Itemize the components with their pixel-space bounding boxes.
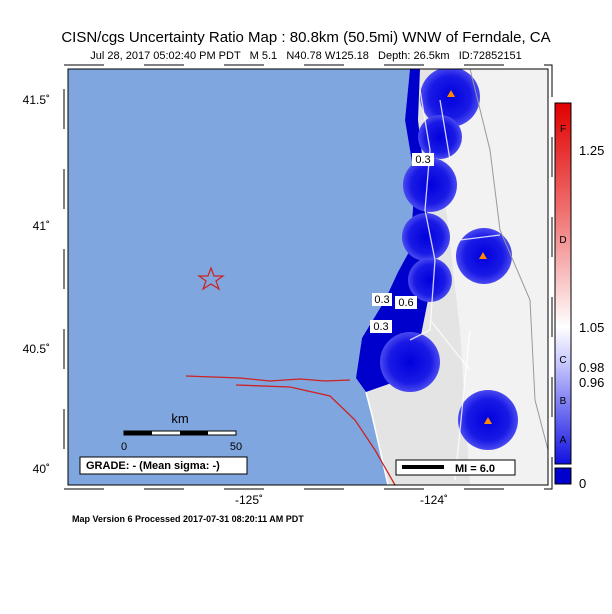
grade-box — [79, 456, 248, 475]
contour-label: 0.6 — [398, 297, 413, 309]
lon-label: -125˚ — [235, 493, 263, 507]
lon-label: -124˚ — [420, 493, 448, 507]
fault — [185, 375, 351, 382]
cbar-letter: A — [560, 435, 567, 446]
mi-box — [395, 459, 516, 476]
blob — [402, 213, 450, 261]
scale-bar — [123, 430, 237, 436]
cbar-letter: D — [559, 235, 566, 246]
label-box — [370, 320, 392, 333]
cbar-value: 0.96 — [579, 375, 604, 390]
contour-label: 0.3 — [373, 321, 388, 333]
blob — [408, 258, 452, 302]
station — [484, 417, 492, 424]
frame — [63, 64, 553, 490]
cbar-value: 1.05 — [579, 320, 604, 335]
contours — [409, 89, 501, 481]
subtitle: Jul 28, 2017 05:02:40 PM PDT M 5.1 N40.7… — [90, 50, 522, 62]
colorbar — [554, 102, 572, 485]
scale-start: 0 — [121, 441, 127, 453]
longitude-labels: -125˚ -124˚ — [235, 493, 448, 507]
lat-label: 40.5˚ — [23, 342, 50, 356]
contour-labels: 0.3 0.3 0.6 0.3 — [370, 153, 434, 333]
lat-label: 41˚ — [33, 219, 50, 233]
scale-end: 50 — [230, 441, 242, 453]
low-ratio-band — [356, 69, 430, 392]
cbar-letter: F — [560, 124, 566, 135]
cbar-letter: C — [559, 355, 566, 366]
colorbar-letters: F D C B A — [559, 124, 566, 446]
station — [447, 90, 455, 97]
lat-label: 41.5˚ — [23, 93, 50, 107]
blob — [420, 69, 480, 127]
map-area: 0.3 0.3 0.6 0.3 km 0 50 GRADE: - (Mean s… — [68, 69, 548, 485]
footer: Map Version 6 Processed 2017-07-31 08:20… — [72, 514, 304, 524]
fault — [235, 384, 396, 485]
label-box — [395, 296, 417, 309]
cbar-value: 0 — [579, 476, 586, 491]
blob — [380, 332, 440, 392]
mi-label: MI = 6.0 — [455, 463, 495, 475]
lat-label: 40˚ — [33, 462, 50, 476]
colorbar-values: 1.25 1.05 0.98 0.96 0 — [579, 143, 604, 491]
epicenter — [197, 266, 225, 291]
grade: GRADE: - (Mean sigma: -) — [86, 460, 220, 472]
station — [479, 252, 487, 259]
scale-unit: km — [171, 411, 188, 426]
blob — [418, 115, 462, 159]
label-box — [372, 293, 392, 306]
contour-label: 0.3 — [415, 154, 430, 166]
label-box — [412, 153, 434, 166]
boundary — [469, 69, 548, 451]
cbar-letter: B — [560, 396, 567, 407]
cbar-value: 1.25 — [579, 143, 604, 158]
blob — [403, 158, 457, 212]
contour-label: 0.3 — [374, 294, 389, 306]
coastline — [365, 391, 389, 485]
cbar-value: 0.98 — [579, 360, 604, 375]
title: CISN/cgs Uncertainty Ratio Map : 80.8km … — [61, 29, 550, 46]
latitude-labels: 41.5˚ 41˚ 40.5˚ 40˚ — [23, 93, 50, 476]
